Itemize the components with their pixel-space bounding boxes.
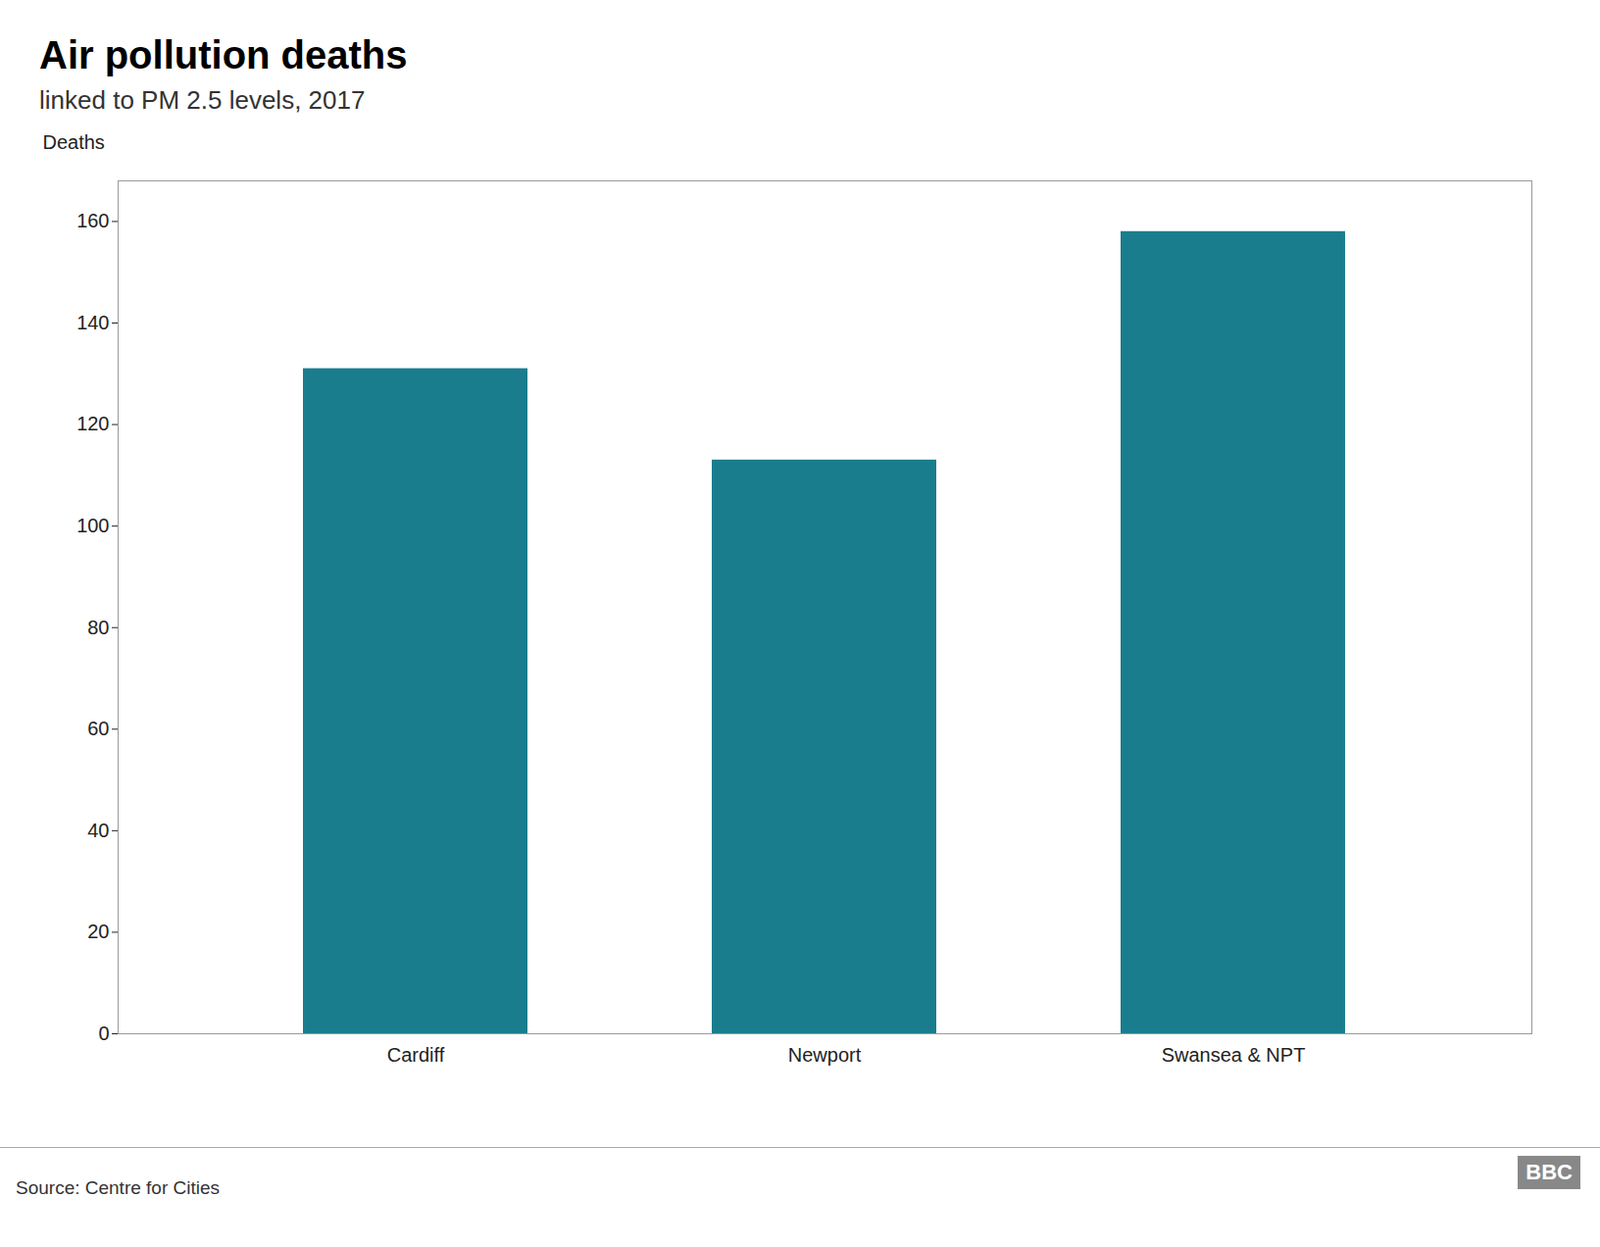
svg-text:0: 0	[98, 1022, 109, 1045]
html-text:Source: Centre for Cities: Source: Centre for Cities	[15, 1177, 220, 1199]
svg-text:100: 100	[76, 514, 109, 537]
svg-text:40: 40	[87, 819, 109, 842]
html-text:Air pollution deaths: Air pollution deaths	[39, 33, 408, 77]
svg-text:80: 80	[87, 616, 109, 639]
svg-text:60: 60	[87, 717, 109, 740]
html-text:linked to PM 2.5 levels, 2017: linked to PM 2.5 levels, 2017	[39, 85, 366, 115]
svg-text:160: 160	[76, 209, 109, 232]
svg-text:Swansea & NPT: Swansea & NPT	[1161, 1044, 1306, 1066]
html-text:BBC: BBC	[1525, 1159, 1573, 1185]
svg-text:140: 140	[76, 311, 109, 334]
svg-text:120: 120	[76, 412, 109, 435]
svg-text:Deaths: Deaths	[43, 131, 105, 153]
svg-text:Newport: Newport	[788, 1044, 862, 1066]
svg-text:20: 20	[87, 920, 109, 943]
svg-text:Cardiff: Cardiff	[387, 1044, 446, 1066]
